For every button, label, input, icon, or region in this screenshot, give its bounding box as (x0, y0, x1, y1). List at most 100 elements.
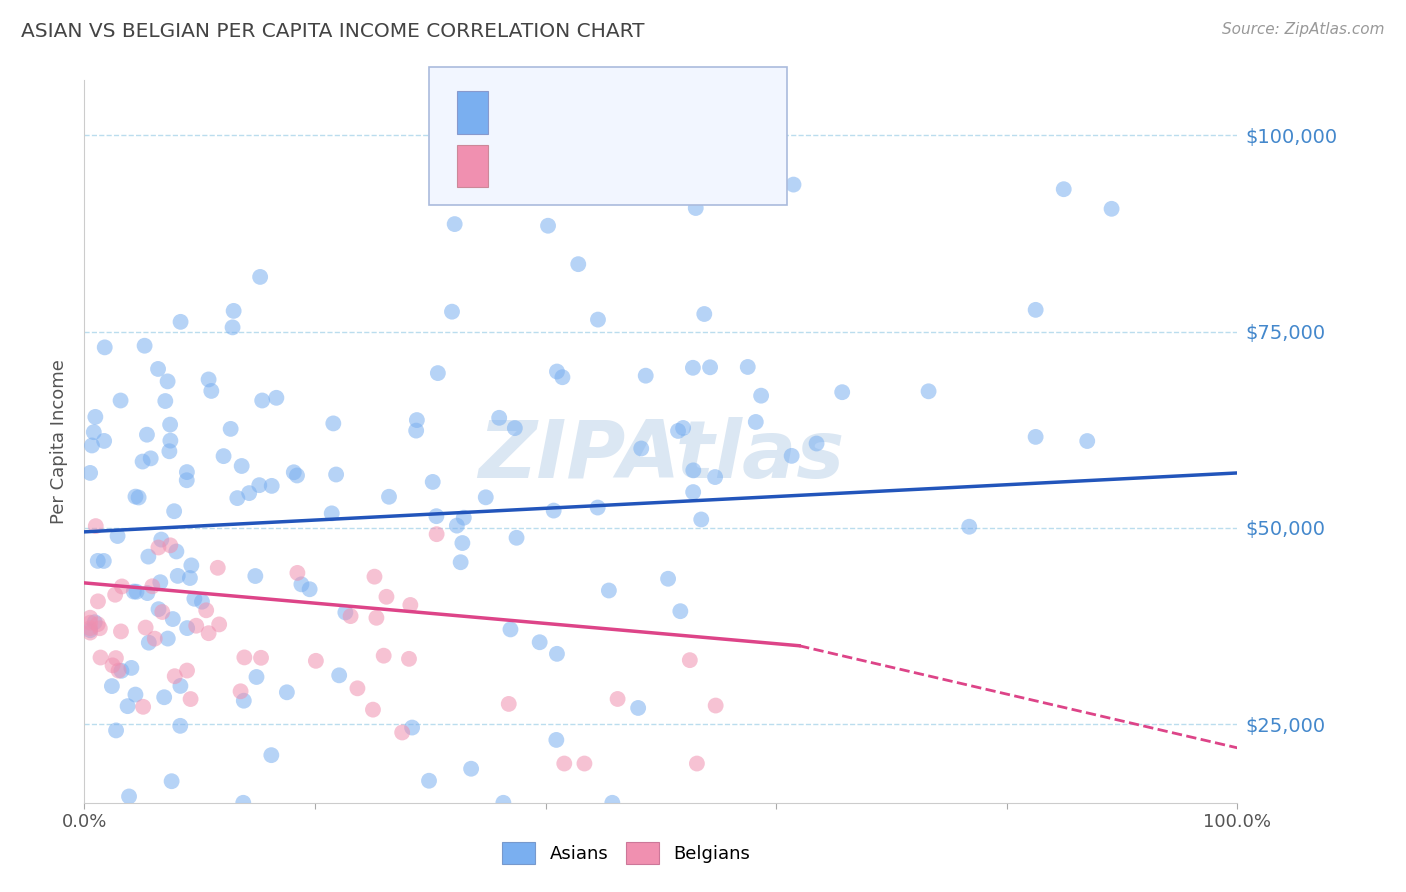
Point (180, 692, 202, 706)
Point (87, 617, 110, 632)
Point (110, 664, 132, 678)
Point (245, 569, 267, 583)
Point (699, 360, 721, 375)
Point (546, 647, 568, 661)
Point (163, 669, 186, 683)
Point (460, 762, 482, 776)
Point (630, 442, 652, 456)
Point (247, 478, 270, 492)
Point (176, 465, 198, 479)
Point (335, 606, 357, 620)
Point (122, 584, 145, 599)
Point (232, 796, 254, 810)
Point (440, 304, 463, 318)
Point (634, 368, 657, 383)
Point (107, 664, 129, 678)
Point (159, 434, 181, 448)
Point (529, 635, 551, 649)
Point (118, 789, 141, 804)
Point (266, 391, 288, 405)
Point (378, 490, 401, 504)
Point (139, 451, 162, 466)
Point (222, 304, 245, 318)
Point (780, 449, 803, 463)
Point (169, 719, 191, 733)
Point (543, 503, 565, 517)
Text: R =: R = (499, 103, 536, 123)
Text: 148: 148 (693, 103, 734, 123)
Point (87, 594, 110, 608)
Point (488, 410, 510, 425)
Point (117, 699, 139, 714)
Point (321, 507, 343, 521)
Point (160, 774, 183, 789)
Point (186, 618, 208, 632)
Point (682, 463, 704, 477)
Point (80, 438, 103, 452)
Point (537, 219, 560, 233)
Point (229, 684, 252, 698)
Point (250, 650, 273, 665)
Point (917, 384, 939, 399)
Point (83, 425, 105, 439)
Point (1101, 202, 1123, 216)
Point (666, 424, 689, 438)
Point (208, 617, 231, 632)
Point (226, 491, 249, 505)
Point (93, 434, 115, 448)
Point (602, 796, 624, 810)
Point (221, 320, 243, 334)
Point (105, 723, 128, 738)
Point (79, 624, 101, 638)
Point (586, 500, 609, 515)
Point (148, 541, 170, 555)
Point (124, 688, 146, 702)
Point (426, 527, 449, 541)
Point (690, 512, 713, 526)
Point (150, 605, 173, 619)
Point (328, 668, 350, 682)
Point (104, 651, 127, 665)
Point (159, 538, 181, 552)
Point (422, 475, 444, 489)
Point (373, 648, 395, 663)
Point (682, 360, 704, 375)
Point (231, 458, 253, 473)
Point (169, 679, 191, 693)
Point (156, 375, 179, 389)
Point (453, 510, 475, 524)
Point (79, 466, 101, 480)
Point (737, 359, 759, 374)
Point (693, 307, 716, 321)
Point (219, 422, 242, 436)
Point (101, 658, 124, 673)
Point (163, 504, 186, 518)
Point (682, 485, 704, 500)
Point (606, 692, 628, 706)
Point (195, 603, 218, 617)
Point (405, 424, 427, 438)
Point (156, 632, 179, 646)
Point (89, 621, 111, 635)
Text: Source: ZipAtlas.com: Source: ZipAtlas.com (1222, 22, 1385, 37)
Point (399, 598, 422, 612)
Legend: Asians, Belgians: Asians, Belgians (495, 835, 758, 871)
Point (135, 621, 157, 635)
Point (197, 626, 219, 640)
Point (191, 595, 214, 609)
Point (93, 554, 115, 568)
Point (450, 555, 472, 569)
Point (474, 491, 496, 505)
Point (283, 465, 305, 479)
Point (89, 650, 111, 665)
Point (782, 178, 804, 192)
Point (107, 529, 129, 543)
Point (176, 473, 198, 487)
Point (166, 569, 188, 583)
Point (546, 733, 568, 747)
Point (84, 519, 107, 533)
Point (93, 340, 115, 354)
Point (87, 554, 110, 568)
Point (401, 721, 423, 735)
Point (125, 584, 148, 599)
